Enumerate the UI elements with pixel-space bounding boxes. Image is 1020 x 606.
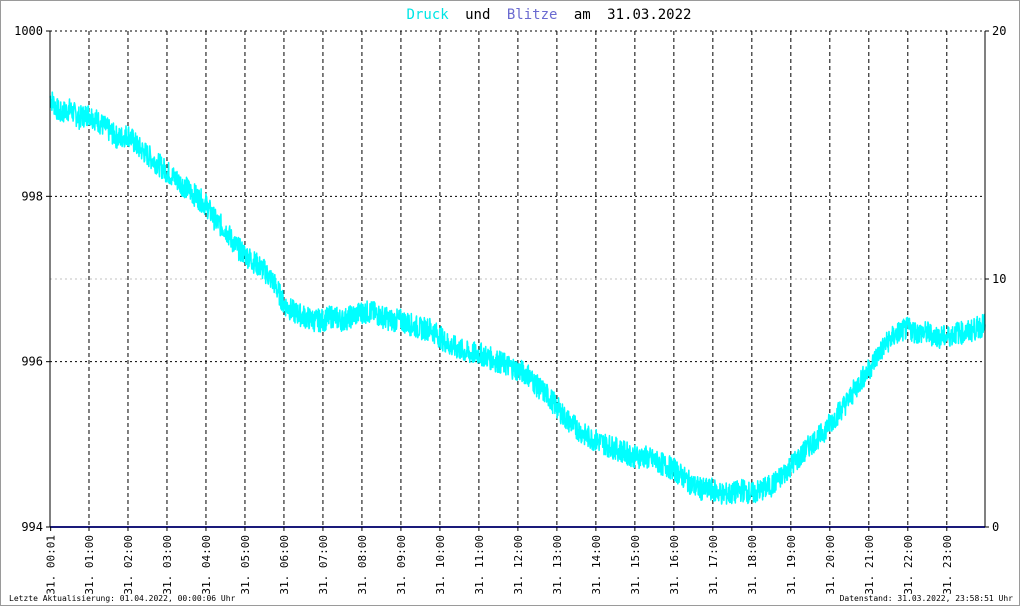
left-tick-label: 994 <box>21 520 43 534</box>
x-tick-label: 31. 20:00 <box>824 535 837 595</box>
chart-title: Druck und Blitze am 31.03.2022 <box>407 7 692 23</box>
left-tick-label: 1000 <box>14 24 43 38</box>
right-tick-label: 0 <box>992 520 999 534</box>
footer-last-update: Letzte Aktualisierung: 01.04.2022, 00:00… <box>9 594 236 603</box>
title-connector2: am <box>574 7 591 23</box>
series-druck-line <box>49 91 986 505</box>
title-series1: Druck <box>407 7 450 23</box>
right-tick-label: 10 <box>992 272 1006 286</box>
x-tick-label: 31. 13:00 <box>551 535 564 595</box>
title-series2: Blitze <box>507 7 558 23</box>
x-tick-label: 31. 18:00 <box>746 535 759 595</box>
x-tick-label: 31. 05:00 <box>239 535 252 595</box>
x-tick-label: 31. 19:00 <box>785 535 798 595</box>
x-tick-label: 31. 22:00 <box>902 535 915 595</box>
axis-layer <box>46 30 989 531</box>
grid-layer <box>50 30 985 527</box>
left-tick-label: 998 <box>21 189 43 203</box>
footer-data-status: Datenstand: 31.03.2022, 23:58:51 Uhr <box>840 594 1014 603</box>
x-tick-label: 31. 01:00 <box>83 535 96 595</box>
x-tick-label: 31. 08:00 <box>356 535 369 595</box>
x-tick-label: 31. 15:00 <box>629 535 642 595</box>
x-tick-label: 31. 23:00 <box>941 535 954 595</box>
x-tick-label: 31. 10:00 <box>434 535 447 595</box>
label-layer: 994 996 998 1000 0 10 20 31. 00:01 31. 01:00 31. … <box>14 24 1006 595</box>
x-tick-label: 31. 02:00 <box>122 535 135 595</box>
x-tick-label: 31. 03:00 <box>161 535 174 595</box>
x-tick-label: 31. 04:00 <box>200 535 213 595</box>
x-tick-label: 31. 17:00 <box>707 535 720 595</box>
title-connector1: und <box>465 7 490 23</box>
title-date: 31.03.2022 <box>607 7 691 23</box>
x-tick-label: 31. 07:00 <box>317 535 330 595</box>
right-tick-label: 20 <box>992 24 1006 38</box>
x-tick-label: 31. 12:00 <box>512 535 525 595</box>
x-tick-label: 31. 14:00 <box>590 535 603 595</box>
x-tick-label: 31. 21:00 <box>863 535 876 595</box>
x-tick-label: 31. 06:00 <box>278 535 291 595</box>
left-tick-label: 996 <box>21 355 43 369</box>
x-tick-label: 31. 00:01 <box>45 535 58 595</box>
x-tick-label: 31. 09:00 <box>395 535 408 595</box>
x-tick-label: 31. 11:00 <box>473 535 486 595</box>
x-tick-label: 31. 16:00 <box>668 535 681 595</box>
